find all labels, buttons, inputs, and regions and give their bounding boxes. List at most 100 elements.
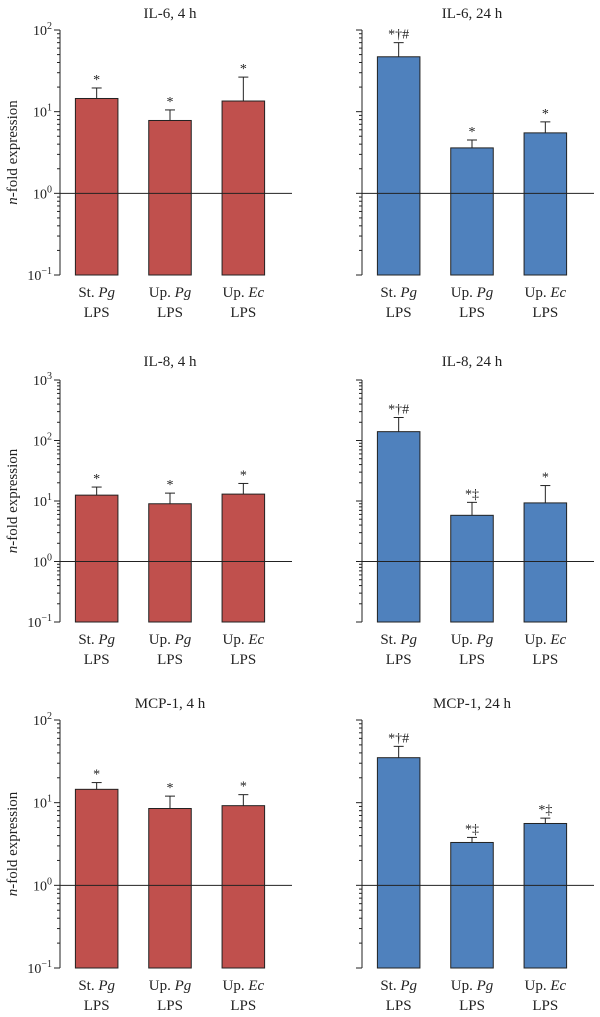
x-tick-label-line2: LPS	[157, 652, 183, 668]
x-tick-label: St. Pg	[78, 285, 115, 301]
y-tick-label: 101	[33, 492, 52, 510]
chart-title: MCP-1, 4 h	[135, 696, 206, 712]
x-tick-label-line2: LPS	[386, 652, 412, 668]
y-tick-label: 103	[33, 371, 52, 389]
x-tick-label-line2: LPS	[157, 305, 183, 321]
y-tick-label: 102	[33, 21, 52, 39]
y-tick-label: 10−1	[27, 959, 52, 977]
significance-label: *	[240, 780, 247, 795]
bar	[376, 431, 421, 623]
bar	[450, 514, 494, 623]
x-tick-label: Up. Ec	[222, 285, 264, 301]
x-tick-label: Up. Pg	[149, 632, 192, 648]
x-tick-label: Up. Ec	[524, 285, 566, 301]
x-tick-label: St. Pg	[380, 632, 417, 648]
x-tick-label-line2: LPS	[386, 998, 412, 1014]
significance-label: *	[542, 107, 549, 122]
significance-label: *	[167, 95, 174, 110]
x-tick-label-line2: LPS	[532, 998, 558, 1014]
x-tick-label-line2: LPS	[84, 305, 110, 321]
significance-label: *†#	[388, 28, 409, 43]
bar	[148, 119, 192, 276]
y-tick-label: 10−1	[27, 266, 52, 284]
x-tick-label-line2: LPS	[84, 998, 110, 1014]
bar	[148, 808, 192, 969]
y-tick-label: 10−1	[27, 613, 52, 631]
x-tick-label-line2: LPS	[386, 305, 412, 321]
bar	[376, 56, 421, 276]
significance-label: *†#	[388, 402, 409, 417]
x-tick-label: St. Pg	[380, 285, 417, 301]
bar	[523, 502, 568, 623]
bar	[74, 97, 119, 276]
x-tick-label: Up. Pg	[451, 285, 494, 301]
y-tick-label: 100	[33, 876, 52, 894]
bar	[221, 100, 266, 276]
significance-label: *	[93, 472, 100, 487]
bar	[450, 147, 494, 276]
bar	[148, 503, 192, 623]
x-tick-label: St. Pg	[380, 978, 417, 994]
x-tick-label: Up. Ec	[524, 978, 566, 994]
bar	[74, 494, 119, 623]
bar	[523, 822, 568, 969]
significance-label: *	[240, 62, 247, 77]
significance-label: *	[93, 73, 100, 88]
x-tick-label: Up. Ec	[222, 978, 264, 994]
bar	[74, 788, 119, 969]
bar	[221, 493, 266, 623]
y-axis-label: n-fold expression	[5, 448, 21, 553]
chart-title: MCP-1, 24 h	[433, 696, 511, 712]
chart-panel: IL-8, 4 h 10−1 100 101 102 103 n-fold expressi…	[5, 354, 292, 668]
chart-title: IL-8, 4 h	[144, 354, 197, 370]
bar	[450, 841, 494, 969]
chart-title: IL-8, 24 h	[442, 354, 503, 370]
y-axis-label: n-fold expression	[5, 100, 21, 205]
significance-label: *	[240, 468, 247, 483]
bar	[523, 132, 568, 276]
significance-label: *‡	[538, 803, 552, 818]
x-tick-label: Up. Ec	[222, 632, 264, 648]
y-tick-label: 101	[33, 794, 52, 812]
x-tick-label: St. Pg	[78, 978, 115, 994]
x-tick-label-line2: LPS	[230, 305, 256, 321]
significance-label: *†#	[388, 731, 409, 746]
y-tick-label: 101	[33, 103, 52, 121]
chart-panel: IL-6, 24 h *†# St. Pg LPS * Up. Pg LPS * Up. Ec L…	[356, 6, 594, 321]
chart-panel: IL-6, 4 h 10−1 100 101 102 n-fold expression *…	[5, 6, 292, 321]
y-tick-label: 100	[33, 184, 52, 202]
y-tick-label: 102	[33, 432, 52, 450]
significance-label: *	[469, 125, 476, 140]
chart-panel: IL-8, 24 h *†# St. Pg LPS *‡ Up. Pg LPS * Up. Ec…	[356, 354, 594, 668]
significance-label: *	[93, 768, 100, 783]
x-tick-label: Up. Pg	[149, 285, 192, 301]
chart-panel: MCP-1, 24 h *†# St. Pg LPS *‡ Up. Pg LPS *‡ Up. …	[356, 696, 594, 1014]
x-tick-label-line2: LPS	[459, 305, 485, 321]
y-tick-label: 100	[33, 553, 52, 571]
significance-label: *	[542, 471, 549, 486]
x-tick-label: Up. Pg	[451, 632, 494, 648]
y-tick-label: 102	[33, 711, 52, 729]
chart-title: IL-6, 24 h	[442, 6, 503, 22]
chart-panel: MCP-1, 4 h 10−1 100 101 102 n-fold expression…	[5, 696, 292, 1014]
significance-label: *	[167, 781, 174, 796]
x-tick-label-line2: LPS	[532, 305, 558, 321]
bar	[376, 757, 421, 969]
x-tick-label-line2: LPS	[459, 998, 485, 1014]
bar	[221, 805, 266, 969]
x-tick-label: Up. Ec	[524, 632, 566, 648]
x-tick-label-line2: LPS	[84, 652, 110, 668]
significance-label: *	[167, 478, 174, 493]
x-tick-label: Up. Pg	[451, 978, 494, 994]
x-tick-label-line2: LPS	[230, 998, 256, 1014]
x-tick-label-line2: LPS	[157, 998, 183, 1014]
x-tick-label-line2: LPS	[459, 652, 485, 668]
x-tick-label: St. Pg	[78, 632, 115, 648]
y-axis-label: n-fold expression	[5, 791, 21, 896]
significance-label: *‡	[465, 822, 479, 837]
x-tick-label-line2: LPS	[230, 652, 256, 668]
chart-title: IL-6, 4 h	[144, 6, 197, 22]
x-tick-label-line2: LPS	[532, 652, 558, 668]
x-tick-label: Up. Pg	[149, 978, 192, 994]
